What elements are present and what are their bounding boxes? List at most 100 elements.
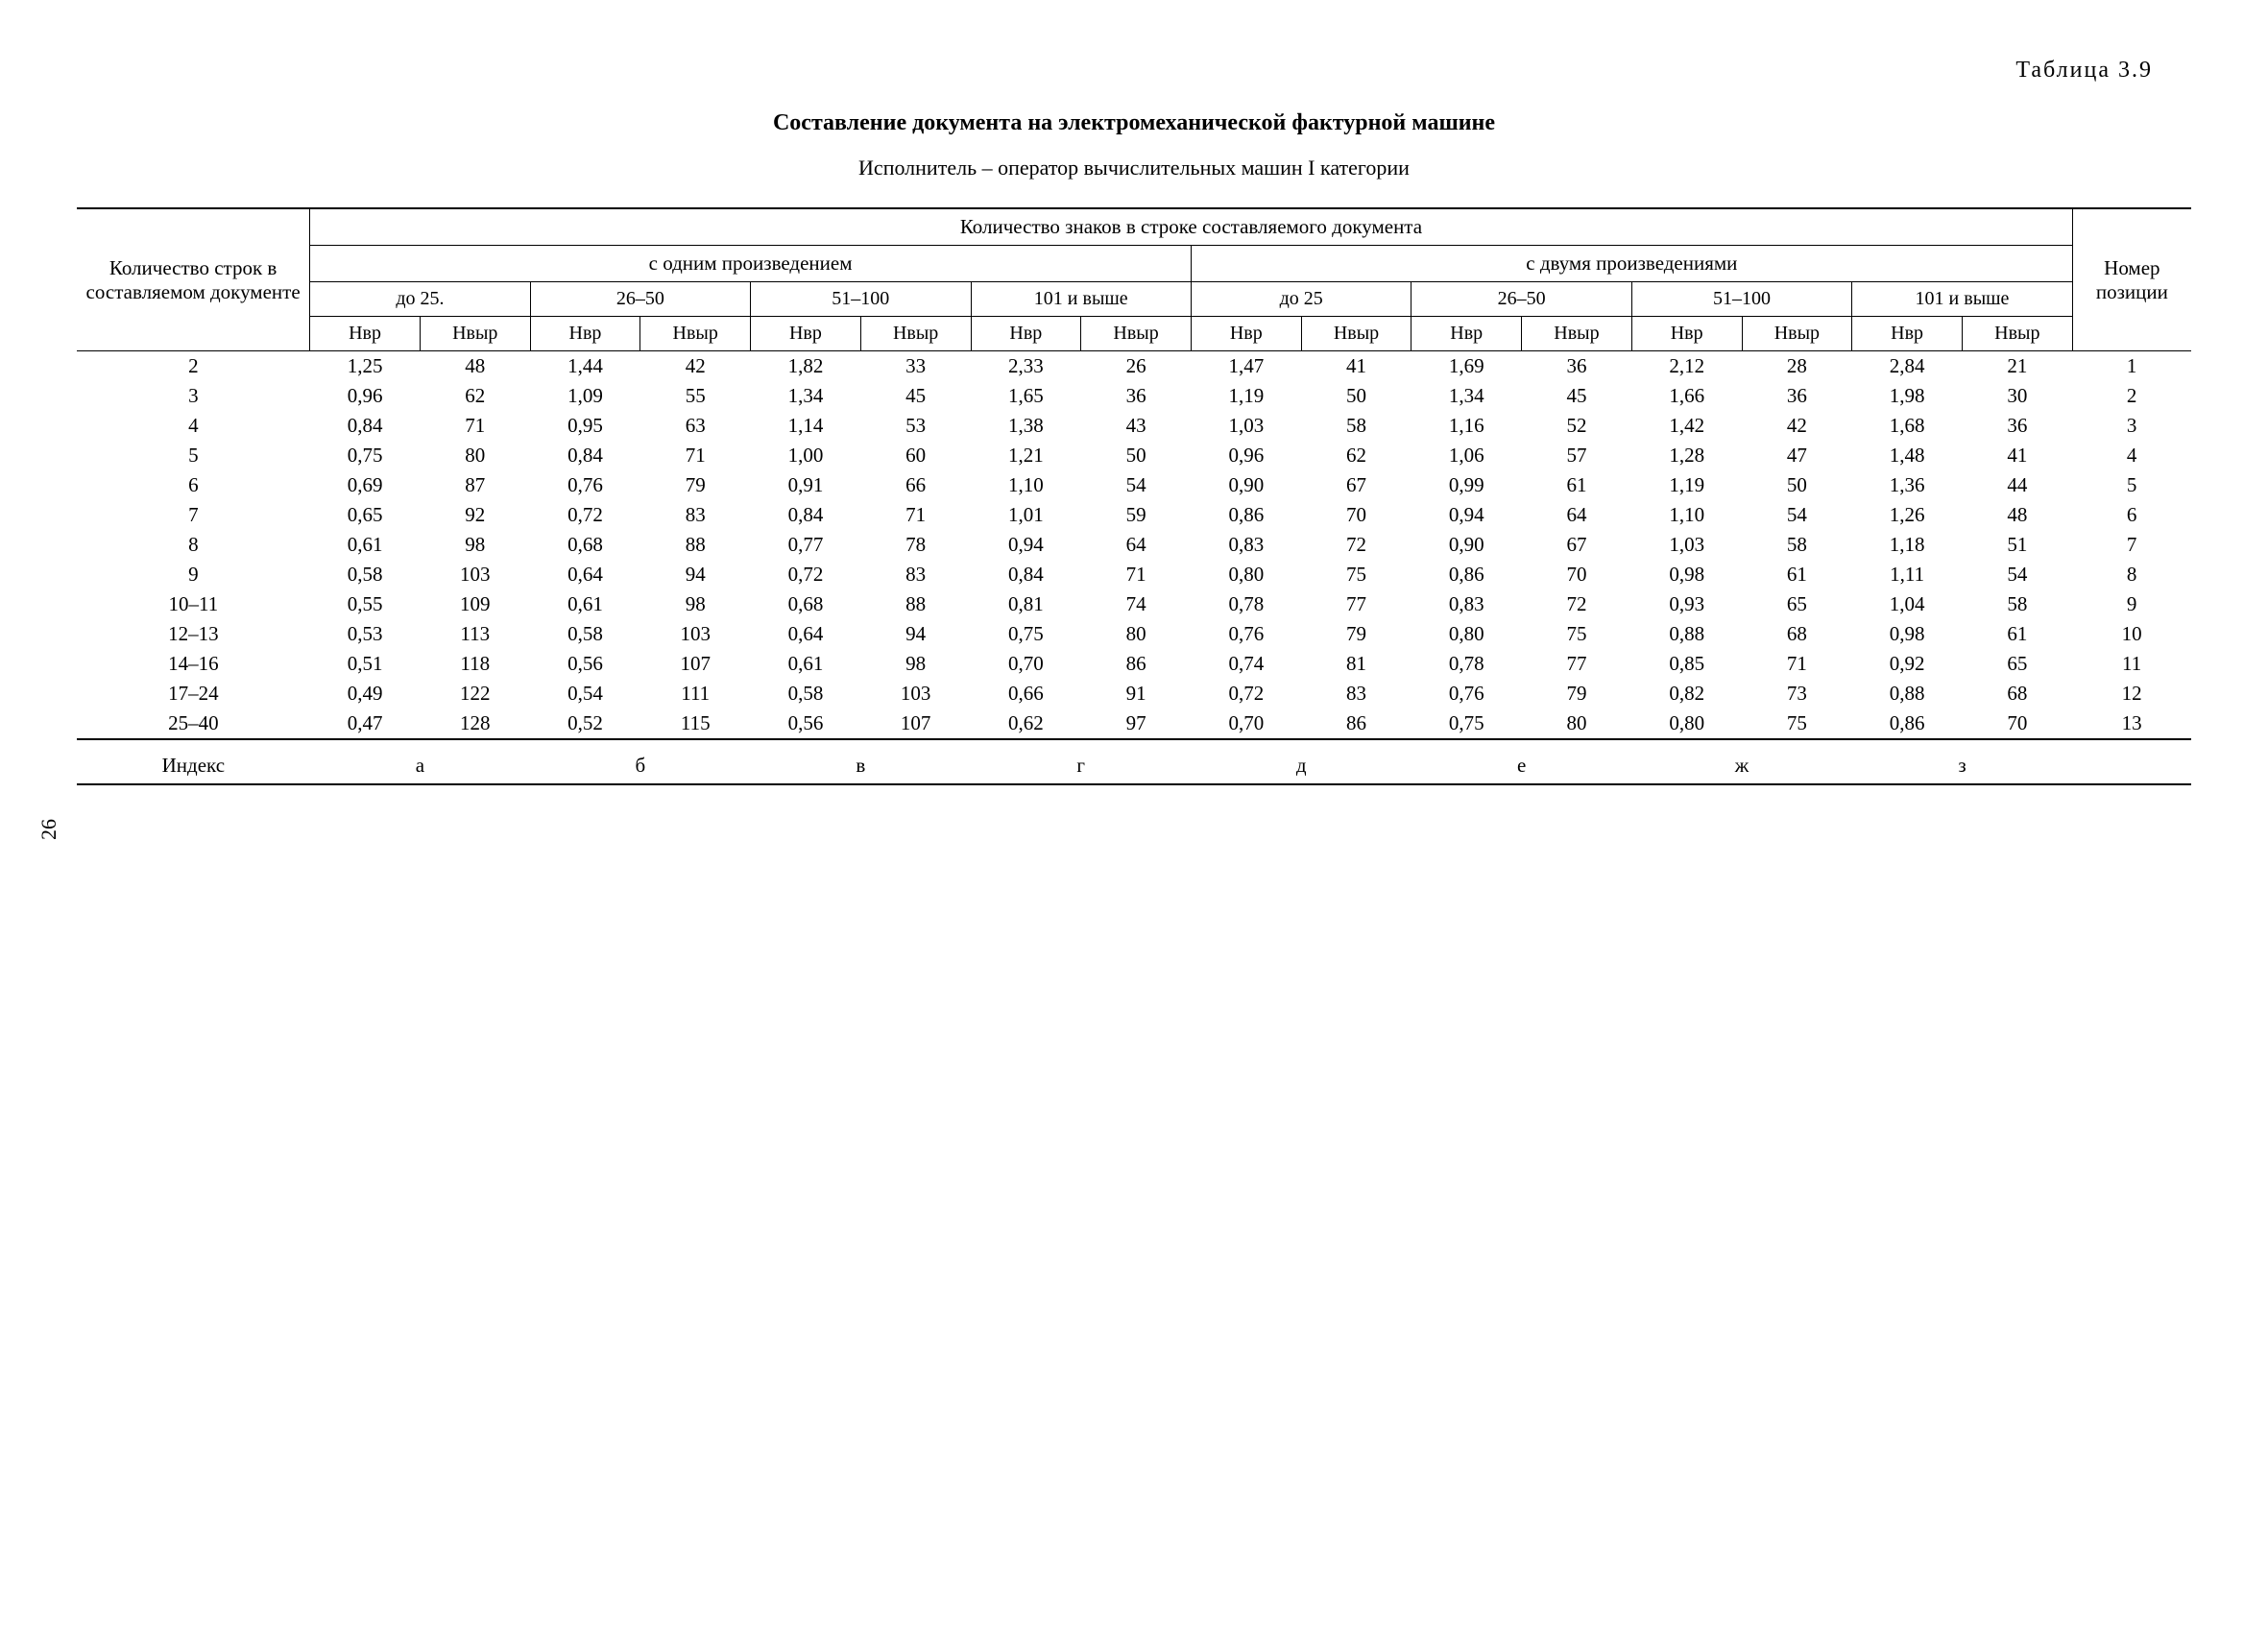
hdr-hvr: Нвр xyxy=(1191,317,1301,351)
cell: 0,68 xyxy=(751,589,861,619)
hdr-range: 26–50 xyxy=(1411,282,1631,317)
cell: 113 xyxy=(420,619,530,649)
cell: 62 xyxy=(1301,441,1411,470)
cell: 77 xyxy=(1301,589,1411,619)
cell: 83 xyxy=(1301,679,1411,709)
cell: 83 xyxy=(860,560,971,589)
pos-cell: 2 xyxy=(2072,381,2191,411)
cell: 0,81 xyxy=(971,589,1081,619)
cell: 70 xyxy=(1522,560,1632,589)
cell: 45 xyxy=(860,381,971,411)
cell: 0,92 xyxy=(1852,649,1963,679)
cell: 0,86 xyxy=(1852,709,1963,739)
cell: 71 xyxy=(860,500,971,530)
hdr-hvyr: Нвыр xyxy=(1742,317,1852,351)
row-label: 3 xyxy=(77,381,310,411)
cell: 54 xyxy=(1742,500,1852,530)
cell: 0,80 xyxy=(1631,709,1742,739)
cell: 1,36 xyxy=(1852,470,1963,500)
cell: 0,51 xyxy=(310,649,421,679)
cell: 66 xyxy=(860,470,971,500)
cell: 36 xyxy=(1081,381,1192,411)
hdr-row-count: Количество строк в составляемом документ… xyxy=(77,208,310,351)
cell: 88 xyxy=(860,589,971,619)
cell: 115 xyxy=(640,709,751,739)
cell: 59 xyxy=(1081,500,1192,530)
hdr-hvr: Нвр xyxy=(1411,317,1522,351)
cell: 0,85 xyxy=(1631,649,1742,679)
pos-cell: 8 xyxy=(2072,560,2191,589)
cell: 77 xyxy=(1522,649,1632,679)
cell: 71 xyxy=(420,411,530,441)
hdr-hvyr: Нвыр xyxy=(1081,317,1192,351)
index-end xyxy=(2072,739,2191,784)
table-label: Таблица 3.9 xyxy=(77,58,2153,84)
cell: 0,84 xyxy=(310,411,421,441)
cell: 0,68 xyxy=(530,530,640,560)
hdr-hvyr: Нвыр xyxy=(1962,317,2072,351)
cell: 50 xyxy=(1081,441,1192,470)
hdr-hvr: Нвр xyxy=(310,317,421,351)
cell: 0,98 xyxy=(1852,619,1963,649)
hdr-range: 51–100 xyxy=(1631,282,1851,317)
cell: 70 xyxy=(1962,709,2072,739)
table-subtitle: Исполнитель – оператор вычислительных ма… xyxy=(77,156,2191,180)
cell: 54 xyxy=(1962,560,2072,589)
cell: 61 xyxy=(1522,470,1632,500)
cell: 72 xyxy=(1522,589,1632,619)
pos-cell: 9 xyxy=(2072,589,2191,619)
row-label: 8 xyxy=(77,530,310,560)
hdr-one-prod: с одним произведением xyxy=(310,246,1192,282)
cell: 0,90 xyxy=(1411,530,1522,560)
cell: 83 xyxy=(640,500,751,530)
hdr-range: до 25. xyxy=(310,282,530,317)
cell: 103 xyxy=(640,619,751,649)
cell: 50 xyxy=(1742,470,1852,500)
cell: 0,70 xyxy=(1191,709,1301,739)
pos-cell: 3 xyxy=(2072,411,2191,441)
cell: 0,76 xyxy=(530,470,640,500)
table-row: 25–400,471280,521150,561070,62970,70860,… xyxy=(77,709,2191,739)
cell: 0,84 xyxy=(971,560,1081,589)
cell: 0,84 xyxy=(751,500,861,530)
table-row: 70,65920,72830,84711,01590,86700,94641,1… xyxy=(77,500,2191,530)
cell: 0,82 xyxy=(1631,679,1742,709)
hdr-range: до 25 xyxy=(1191,282,1411,317)
cell: 63 xyxy=(640,411,751,441)
cell: 0,72 xyxy=(751,560,861,589)
table-row: 90,581030,64940,72830,84710,80750,86700,… xyxy=(77,560,2191,589)
cell: 0,74 xyxy=(1191,649,1301,679)
cell: 0,65 xyxy=(310,500,421,530)
cell: 92 xyxy=(420,500,530,530)
cell: 1,03 xyxy=(1631,530,1742,560)
cell: 21 xyxy=(1962,351,2072,382)
cell: 97 xyxy=(1081,709,1192,739)
hdr-range: 101 и выше xyxy=(971,282,1191,317)
table-row: 30,96621,09551,34451,65361,19501,34451,6… xyxy=(77,381,2191,411)
index-letter: в xyxy=(751,739,971,784)
cell: 86 xyxy=(1081,649,1192,679)
cell: 58 xyxy=(1301,411,1411,441)
hdr-hvr: Нвр xyxy=(971,317,1081,351)
index-letter: а xyxy=(310,739,530,784)
cell: 94 xyxy=(640,560,751,589)
cell: 0,75 xyxy=(1411,709,1522,739)
cell: 111 xyxy=(640,679,751,709)
cell: 1,34 xyxy=(751,381,861,411)
cell: 1,19 xyxy=(1631,470,1742,500)
cell: 36 xyxy=(1742,381,1852,411)
cell: 1,69 xyxy=(1411,351,1522,382)
cell: 0,94 xyxy=(971,530,1081,560)
cell: 109 xyxy=(420,589,530,619)
cell: 2,84 xyxy=(1852,351,1963,382)
pos-cell: 13 xyxy=(2072,709,2191,739)
cell: 98 xyxy=(860,649,971,679)
cell: 0,49 xyxy=(310,679,421,709)
cell: 0,58 xyxy=(530,619,640,649)
cell: 1,38 xyxy=(971,411,1081,441)
cell: 73 xyxy=(1742,679,1852,709)
cell: 0,88 xyxy=(1852,679,1963,709)
cell: 1,04 xyxy=(1852,589,1963,619)
index-letter: з xyxy=(1852,739,2072,784)
cell: 0,47 xyxy=(310,709,421,739)
